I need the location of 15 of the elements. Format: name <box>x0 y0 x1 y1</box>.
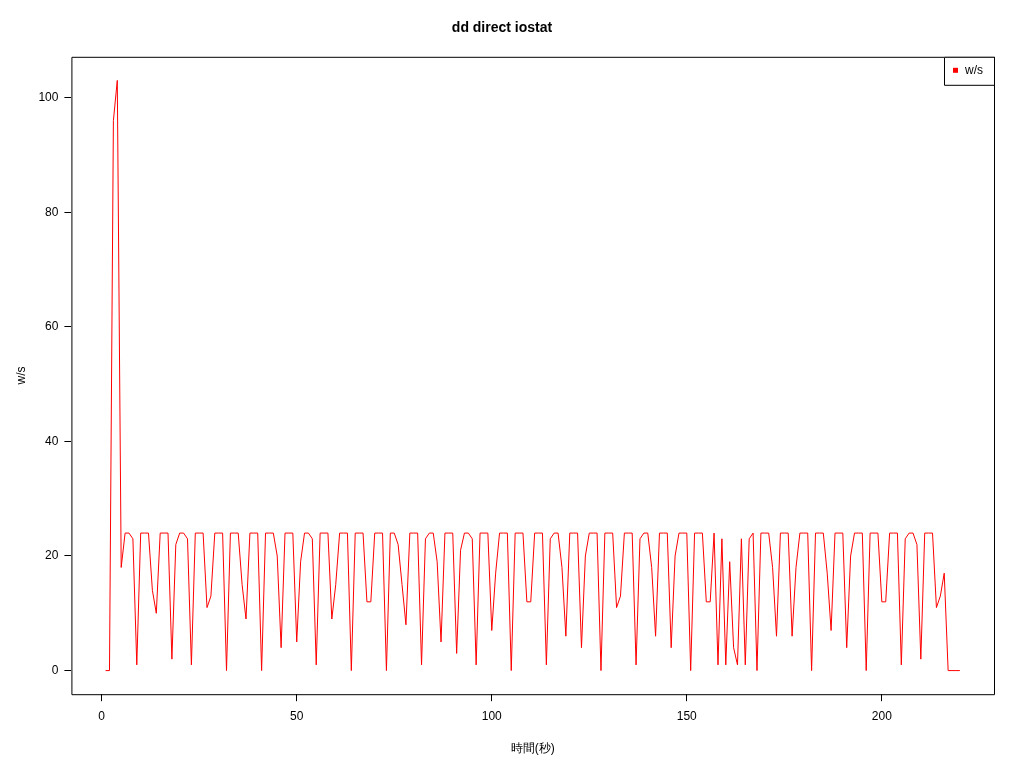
y-tick-label: 20 <box>45 548 59 563</box>
y-tick-label: 40 <box>45 433 59 448</box>
y-tick-label: 80 <box>45 204 59 219</box>
x-tick-label: 150 <box>676 708 698 723</box>
y-tick-label: 60 <box>45 319 59 334</box>
x-tick-label: 0 <box>98 708 106 723</box>
x-tick-label: 50 <box>290 708 304 723</box>
x-axis-title: 時間(秒) <box>510 741 555 756</box>
y-tick-label: 100 <box>38 89 59 104</box>
x-tick-label: 100 <box>481 708 503 723</box>
y-tick-label: 0 <box>51 662 59 677</box>
chart-title: dd direct iostat <box>451 19 553 36</box>
x-tick-label: 200 <box>871 708 893 723</box>
legend-label: w/s <box>964 63 983 78</box>
y-axis-title: w/s <box>13 366 28 386</box>
